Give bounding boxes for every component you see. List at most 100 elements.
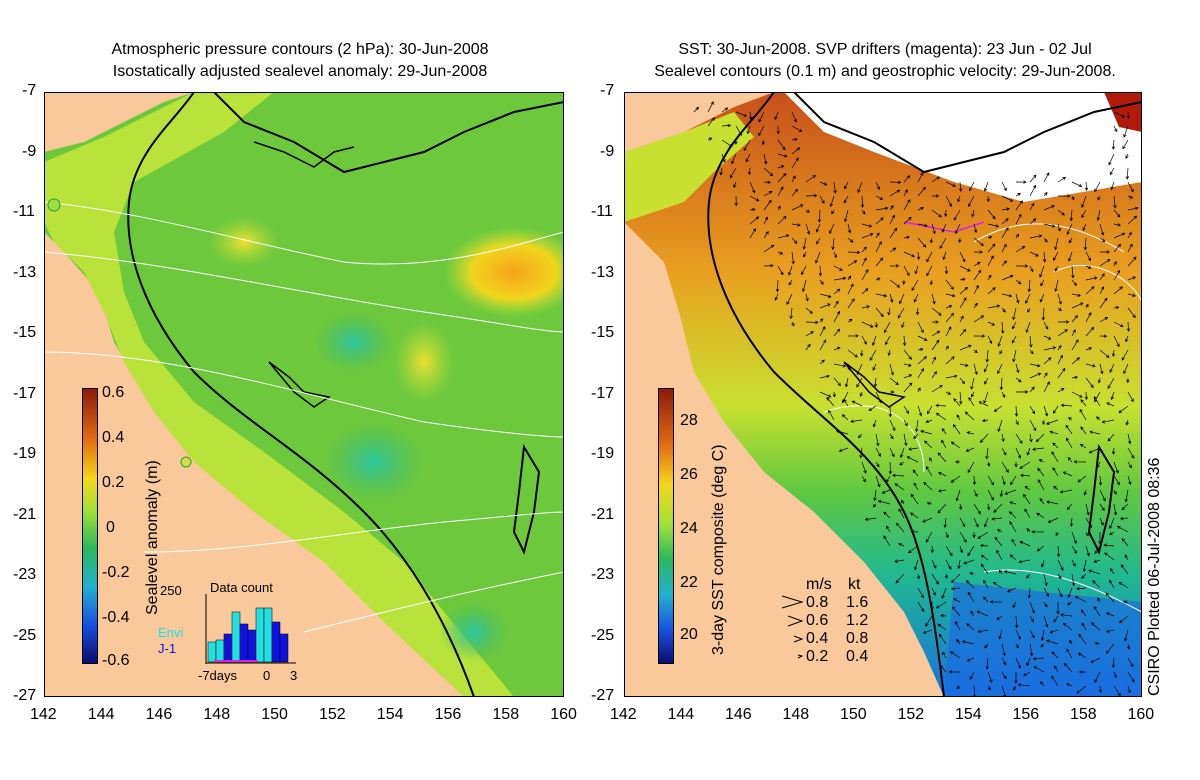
axis-tick-label: -25 (13, 626, 37, 644)
velocity-arrow (943, 209, 948, 218)
velocity-arrow (903, 235, 911, 240)
velocity-arrow (1057, 573, 1062, 580)
axis-tick-label: -11 (591, 203, 613, 220)
velocity-arrow (1040, 629, 1045, 642)
velocity-arrow (1096, 209, 1101, 221)
velocity-arrow (819, 359, 825, 365)
velocity-arrow (1011, 335, 1017, 344)
velocity-arrow (889, 214, 895, 225)
velocity-arrow (1029, 202, 1035, 211)
velocity-arrow (875, 195, 884, 200)
velocity-arrow (889, 189, 901, 197)
velocity-arrow (1091, 622, 1101, 631)
velocity-arrow (912, 469, 919, 477)
velocity-arrow (1094, 181, 1101, 193)
velocity-arrow (1056, 545, 1061, 558)
velocity-arrow (973, 269, 982, 281)
velocity-arrow (888, 405, 893, 418)
velocity-arrow (1127, 461, 1132, 469)
velocity-arrow (833, 265, 843, 271)
velocity-arrow (1124, 489, 1129, 503)
velocity-arrow (872, 419, 877, 428)
velocity-arrow (1122, 600, 1128, 604)
velocity-arrow (1127, 433, 1132, 445)
velocity-arrow (1040, 279, 1045, 287)
velocity-arrow (1001, 321, 1005, 334)
axis-tick-label: 156 (1012, 706, 1040, 723)
axis-tick-label: 152 (897, 706, 925, 723)
velocity-arrow (983, 391, 989, 404)
velocity-arrow (1053, 485, 1059, 491)
velocity-arrow (1099, 317, 1109, 323)
velocity-arrow (941, 223, 947, 233)
velocity-arrow (1085, 303, 1089, 309)
velocity-arrow (931, 385, 943, 393)
velocity-arrow (875, 307, 884, 318)
velocity-arrow (973, 223, 978, 234)
cb-left-tick-4: 0 (106, 519, 115, 536)
velocity-arrow (937, 503, 947, 514)
inset-xlabel-3: 3 (290, 668, 298, 683)
cb-left-tick-1: 0.6 (102, 384, 125, 401)
velocity-arrow (1043, 321, 1049, 330)
velocity-arrow (1111, 657, 1116, 669)
velocity-arrow (1001, 218, 1009, 225)
sea-area (44, 92, 564, 697)
velocity-arrow (973, 489, 978, 497)
velocity-arrow (1023, 493, 1031, 505)
velocity-arrow (1113, 503, 1118, 516)
velocity-arrow (1085, 276, 1098, 281)
velocity-arrow (875, 181, 880, 190)
velocity-arrow (917, 601, 925, 613)
velocity-arrow (875, 257, 884, 267)
velocity-arrow (945, 326, 952, 337)
velocity-arrow (1085, 265, 1092, 269)
velocity-arrow (913, 559, 919, 571)
velocity-arrow (987, 274, 992, 281)
velocity-arrow (875, 217, 884, 225)
velocity-arrow (1015, 233, 1020, 239)
velocity-arrow (860, 195, 865, 208)
velocity-arrow (1057, 176, 1067, 183)
velocity-arrow (1029, 615, 1034, 623)
velocity-arrow (930, 545, 935, 554)
velocity-arrow (791, 147, 801, 155)
velocity-arrow (898, 508, 905, 519)
velocity-arrow (1109, 517, 1115, 530)
velocity-arrow (925, 531, 933, 543)
velocity-arrow (922, 629, 933, 634)
velocity-arrow (959, 265, 971, 272)
axis-tick-label: 158 (492, 706, 520, 723)
velocity-arrow (763, 263, 774, 268)
velocity-arrow (1082, 223, 1087, 231)
legend-row-4-kt: 0.4 (846, 648, 869, 665)
velocity-arrow (788, 265, 793, 276)
inset-series-envi: Envi (158, 625, 184, 640)
velocity-arrow (939, 664, 947, 673)
velocity-arrow (758, 125, 765, 137)
velocity-arrow (1037, 467, 1045, 477)
velocity-arrow (959, 328, 967, 337)
velocity-arrow (1094, 545, 1101, 555)
velocity-arrow (731, 153, 737, 165)
velocity-arrow (874, 321, 879, 329)
velocity-arrow (961, 640, 975, 645)
velocity-arrow (1015, 192, 1021, 197)
velocity-arrow (875, 461, 880, 468)
velocity-arrow (1118, 582, 1129, 589)
axis-tick-label: -9 (600, 142, 615, 160)
velocity-arrow (917, 223, 928, 228)
velocity-arrow (1099, 273, 1105, 281)
velocity-arrow (831, 237, 835, 251)
velocity-arrow (721, 123, 732, 128)
velocity-arrow (999, 377, 1004, 391)
velocity-arrow (959, 363, 969, 367)
velocity-arrow (910, 530, 919, 534)
velocity-arrow (847, 298, 855, 309)
velocity-arrow (1127, 215, 1138, 225)
velocity-arrow (833, 377, 841, 387)
velocity-arrow (721, 153, 726, 163)
left-title-line1: Atmospheric pressure contours (2 hPa): 3… (111, 41, 489, 58)
velocity-arrow (973, 302, 978, 309)
velocity-arrow (902, 335, 907, 347)
